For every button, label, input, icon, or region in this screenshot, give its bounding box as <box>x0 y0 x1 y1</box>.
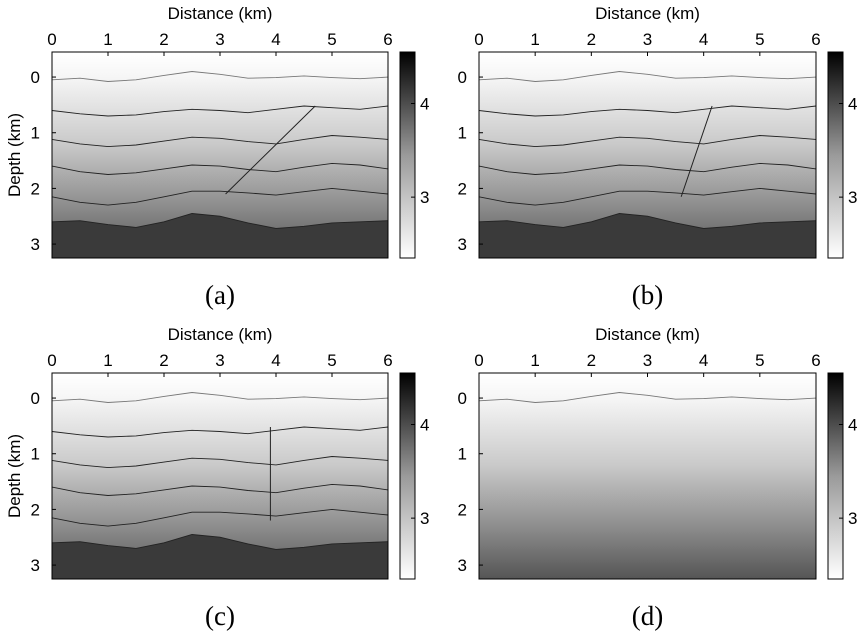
colorbar-tick-label: 3 <box>848 188 857 207</box>
y-tick-label: 1 <box>458 445 467 464</box>
x-tick-label: 4 <box>699 351 708 370</box>
colorbar <box>827 372 844 580</box>
x-tick-label: 5 <box>755 30 764 49</box>
y-tick-label: 3 <box>458 556 467 575</box>
surface <box>478 71 817 82</box>
x-tick-label: 5 <box>327 30 336 49</box>
x-tick-label: 0 <box>474 351 483 370</box>
panel-a: 0 1 2 3 4 5 6 Distance (km) 0 1 2 3 Depth (km) 3 4 (a) <box>5 4 429 310</box>
horizon-2 <box>51 135 389 148</box>
x-tick-label: 4 <box>271 30 280 49</box>
horizon-3 <box>51 483 389 496</box>
colorbar-tick-label: 4 <box>420 416 429 435</box>
y-tick-label: 2 <box>458 500 467 519</box>
horizon-5 <box>51 213 389 229</box>
horizon-3 <box>478 162 817 175</box>
horizon-4 <box>51 508 389 527</box>
horizon-4 <box>478 187 817 206</box>
x-axis-label: Distance (km) <box>168 325 273 344</box>
x-tick-label: 2 <box>159 30 168 49</box>
deep-layer <box>52 213 388 258</box>
y-tick-label: 2 <box>31 179 40 198</box>
horizon-3 <box>51 162 389 175</box>
x-tick-label: 3 <box>643 30 652 49</box>
y-tick-label: 0 <box>458 389 467 408</box>
fault-line <box>680 105 713 197</box>
x-tick-label: 3 <box>215 351 224 370</box>
y-tick-label: 0 <box>31 68 40 87</box>
horizon-1 <box>51 105 389 117</box>
x-tick-label: 0 <box>47 30 56 49</box>
velocity-field <box>479 373 816 579</box>
y-axis-label: Depth (km) <box>5 113 24 197</box>
panel-caption: (d) <box>632 601 663 631</box>
horizon-5 <box>51 534 389 550</box>
panel-caption: (b) <box>632 280 663 310</box>
y-tick-label: 2 <box>31 500 40 519</box>
y-tick-label: 0 <box>458 68 467 87</box>
panel-b: 0 1 2 3 4 5 6 Distance (km) 0 1 2 3 3 4 (b) <box>458 4 858 310</box>
x-axis-label: Distance (km) <box>595 325 700 344</box>
x-tick-label: 3 <box>215 30 224 49</box>
colorbar <box>827 51 844 259</box>
x-tick-label: 3 <box>643 351 652 370</box>
panel-d: 0 1 2 3 4 5 6 Distance (km) 0 1 2 3 3 4 (d) <box>458 325 858 631</box>
panel-caption: (a) <box>205 280 235 310</box>
x-tick-label: 4 <box>699 30 708 49</box>
deep-layer <box>479 213 816 258</box>
x-tick-label: 5 <box>327 351 336 370</box>
colorbar <box>399 51 416 259</box>
colorbar-tick-label: 3 <box>848 509 857 528</box>
x-tick-label: 2 <box>159 351 168 370</box>
surface <box>478 392 817 403</box>
y-tick-label: 3 <box>458 235 467 254</box>
y-axis-label: Depth (km) <box>5 434 24 518</box>
x-tick-label: 1 <box>530 30 539 49</box>
deep-layer <box>52 534 388 579</box>
y-tick-label: 3 <box>31 556 40 575</box>
horizon-2 <box>51 456 389 469</box>
horizon-1 <box>51 426 389 438</box>
y-tick-label: 0 <box>31 389 40 408</box>
x-tick-label: 1 <box>103 30 112 49</box>
x-tick-label: 0 <box>47 351 56 370</box>
panel-caption: (c) <box>205 601 235 631</box>
x-tick-label: 6 <box>383 351 392 370</box>
panel-c: 0 1 2 3 4 5 6 Distance (km) 0 1 2 3 Depth (km) 3 4 (c) <box>5 325 429 631</box>
horizon-5 <box>478 213 817 229</box>
y-tick-label: 2 <box>458 179 467 198</box>
surface <box>51 71 389 82</box>
colorbar-tick-label: 4 <box>848 95 857 114</box>
x-tick-label: 6 <box>811 30 820 49</box>
fault-line <box>225 105 316 195</box>
x-tick-label: 5 <box>755 351 764 370</box>
y-tick-label: 3 <box>31 235 40 254</box>
x-axis-label: Distance (km) <box>168 4 273 23</box>
surface <box>51 392 389 403</box>
x-tick-label: 0 <box>474 30 483 49</box>
x-tick-label: 4 <box>271 351 280 370</box>
colorbar-tick-label: 4 <box>420 95 429 114</box>
colorbar <box>399 372 416 580</box>
y-tick-label: 1 <box>31 445 40 464</box>
y-tick-label: 1 <box>31 124 40 143</box>
horizon-4 <box>51 187 389 206</box>
horizon-1 <box>478 105 817 117</box>
x-tick-label: 1 <box>530 351 539 370</box>
x-tick-label: 6 <box>383 30 392 49</box>
y-tick-label: 1 <box>458 124 467 143</box>
x-tick-label: 6 <box>811 351 820 370</box>
colorbar-tick-label: 4 <box>848 416 857 435</box>
colorbar-tick-label: 3 <box>420 188 429 207</box>
colorbar-tick-label: 3 <box>420 509 429 528</box>
x-tick-label: 2 <box>587 30 596 49</box>
x-tick-label: 2 <box>587 351 596 370</box>
x-tick-label: 1 <box>103 351 112 370</box>
horizon-2 <box>478 135 817 148</box>
x-axis-label: Distance (km) <box>595 4 700 23</box>
